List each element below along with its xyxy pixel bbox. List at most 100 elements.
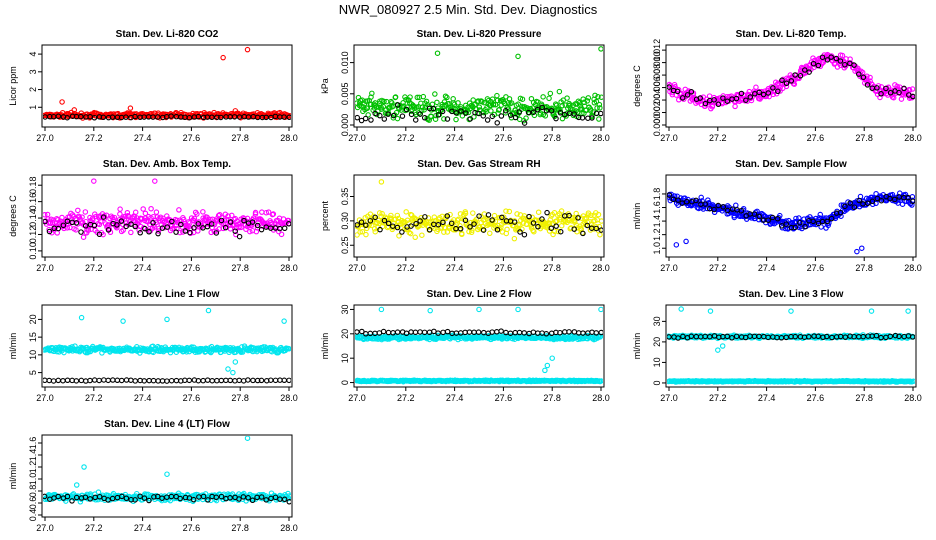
outlier-point xyxy=(905,308,911,314)
data-point xyxy=(168,113,174,119)
x-tick-label: 27.6 xyxy=(807,263,825,273)
outlier-point xyxy=(164,471,170,477)
data-point xyxy=(534,106,541,113)
data-point xyxy=(394,329,401,335)
data-point xyxy=(132,378,139,384)
data-point xyxy=(514,211,520,217)
plot-frame xyxy=(353,304,605,388)
data-point xyxy=(711,206,717,213)
data-point xyxy=(73,220,80,226)
data-point xyxy=(402,94,408,100)
x-tick-label: 27.8 xyxy=(231,133,249,143)
data-point xyxy=(258,494,265,500)
data-point xyxy=(779,77,785,84)
data-point xyxy=(399,113,406,119)
data-point xyxy=(598,110,603,117)
data-point xyxy=(847,60,853,67)
data-point xyxy=(494,120,500,126)
data-point xyxy=(390,223,396,229)
data-point xyxy=(55,225,62,232)
data-point xyxy=(839,52,846,59)
y-tick-label: 0.35 xyxy=(340,188,350,206)
data-point xyxy=(585,95,592,101)
data-point xyxy=(61,225,67,232)
y-tick-label: 10 xyxy=(340,353,350,363)
plot-frame xyxy=(665,174,917,258)
points-layer xyxy=(667,51,915,112)
data-point xyxy=(240,378,247,384)
data-point xyxy=(155,114,161,120)
data-point xyxy=(444,213,451,219)
data-point xyxy=(671,193,678,200)
data-point xyxy=(874,195,881,202)
data-point xyxy=(412,117,419,123)
data-point xyxy=(792,224,799,231)
data-point xyxy=(511,219,518,225)
data-point xyxy=(910,378,915,385)
data-point xyxy=(117,206,123,212)
data-point xyxy=(775,80,781,87)
data-point xyxy=(535,209,542,215)
data-point xyxy=(738,207,745,214)
data-point xyxy=(395,102,401,108)
chart-panel-3: Stan. Dev. Li-820 Temp.27.0 27.2 27.4 27.6 2… xyxy=(632,29,922,143)
data-point xyxy=(842,61,848,68)
data-point xyxy=(597,105,603,111)
data-point xyxy=(457,211,464,217)
data-point xyxy=(557,110,564,116)
y-axis-label: percent xyxy=(320,200,330,231)
data-point xyxy=(576,100,583,106)
data-point xyxy=(236,377,242,384)
outlier-point xyxy=(230,369,236,376)
data-point xyxy=(597,231,603,238)
data-point xyxy=(867,74,873,81)
data-point xyxy=(818,224,824,230)
data-point xyxy=(467,116,473,122)
data-point xyxy=(59,214,65,221)
data-point xyxy=(64,493,71,500)
x-tick-label: 27.6 xyxy=(183,263,201,273)
data-point xyxy=(426,227,433,233)
data-point xyxy=(408,111,415,118)
data-point xyxy=(369,90,375,97)
outlier-point xyxy=(232,108,239,114)
data-point xyxy=(865,200,871,206)
data-point xyxy=(355,222,361,228)
data-point xyxy=(388,212,394,219)
data-point xyxy=(377,112,383,119)
data-point xyxy=(732,103,738,110)
data-point xyxy=(484,117,491,123)
data-point xyxy=(489,113,496,120)
data-point xyxy=(132,113,138,120)
data-point xyxy=(381,116,388,122)
chart-panel-4: Stan. Dev. Amb. Box Temp.27.0 27.2 27.4 27.… xyxy=(8,159,298,273)
y-tick-label: 0.4 xyxy=(28,509,38,522)
outlier-point xyxy=(854,248,860,255)
data-point xyxy=(187,229,193,236)
panel-title: Stan. Dev. Li-820 CO2 xyxy=(116,29,219,40)
data-point xyxy=(770,85,776,91)
plot-frame xyxy=(665,44,917,128)
outlier-point xyxy=(91,178,97,184)
data-point xyxy=(435,112,442,118)
data-point xyxy=(276,228,282,235)
data-point xyxy=(842,203,848,210)
data-point xyxy=(186,377,193,384)
data-point xyxy=(425,224,432,231)
data-point xyxy=(557,228,564,235)
data-point xyxy=(802,223,808,230)
data-point xyxy=(247,228,253,235)
data-point xyxy=(254,222,261,229)
outlier-point xyxy=(544,362,551,369)
data-point xyxy=(792,72,798,78)
data-point xyxy=(738,90,745,97)
outlier-point xyxy=(683,238,689,245)
data-point xyxy=(860,74,867,81)
data-point xyxy=(435,221,442,228)
data-point xyxy=(802,221,809,227)
data-point xyxy=(837,209,844,216)
data-point xyxy=(367,218,374,224)
data-point xyxy=(683,199,690,205)
data-point xyxy=(697,95,703,101)
